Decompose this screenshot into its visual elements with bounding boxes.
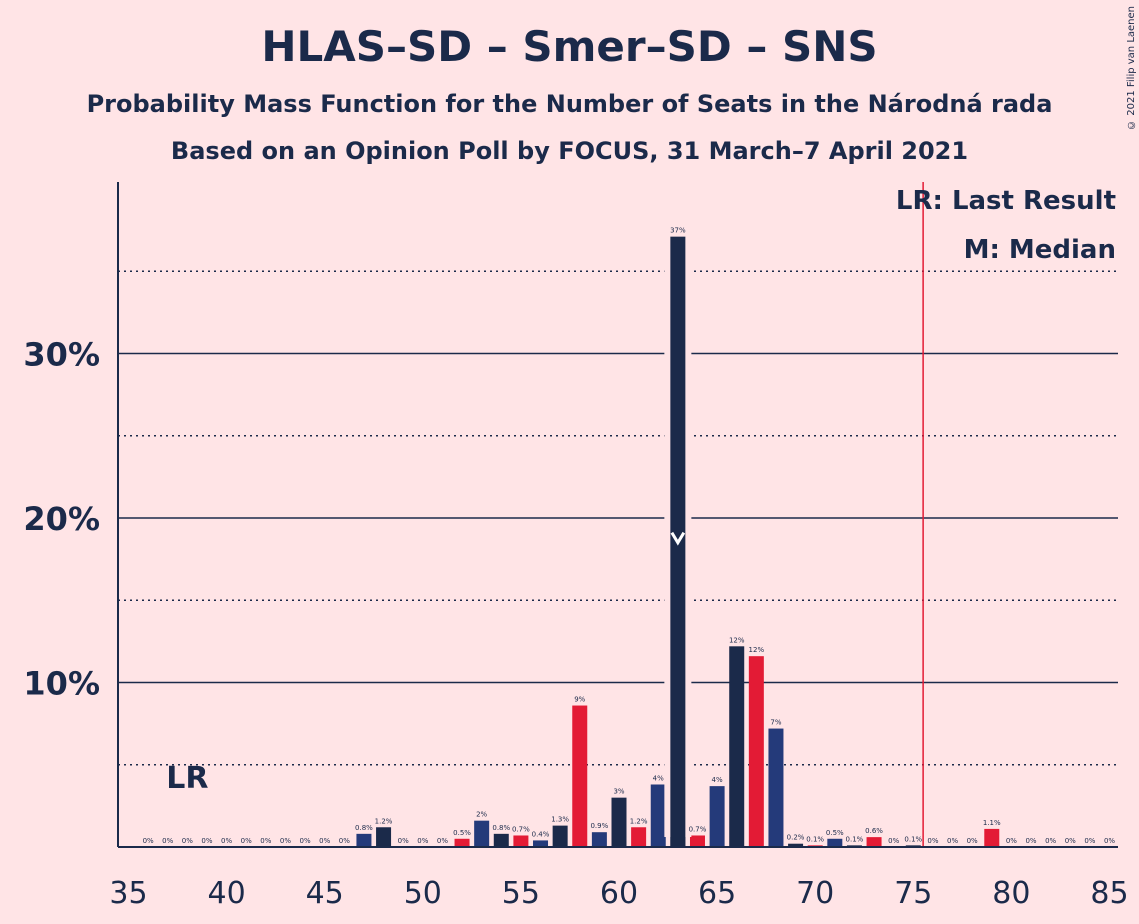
bar-label-46: 0% [339, 837, 350, 845]
x-tick-label: 35 [109, 876, 147, 911]
y-tick-label: 30% [23, 336, 100, 374]
x-tick-label: 85 [1090, 876, 1128, 911]
bar-label-36: 0% [143, 837, 154, 845]
bar-label-78: 0% [967, 837, 978, 845]
bars-group [356, 236, 1000, 847]
bar-label-41: 0% [241, 837, 252, 845]
bar-label-37: 0% [162, 837, 173, 845]
bar-47 [356, 833, 372, 847]
bar-label-63: 37% [670, 227, 686, 235]
x-tick-label: 70 [796, 876, 834, 911]
bar-label-44: 0% [300, 837, 311, 845]
bar-label-39: 0% [201, 837, 212, 845]
bar-label-84: 0% [1084, 837, 1095, 845]
bar-label-82: 0% [1045, 837, 1056, 845]
x-tick-label: 80 [992, 876, 1030, 911]
bar-68 [768, 728, 784, 847]
bar-label-62: 4% [653, 774, 664, 782]
bar-label-53: 2% [476, 811, 487, 819]
bar-57 [552, 825, 568, 847]
bar-60 [611, 797, 627, 847]
bar-58 [572, 705, 588, 847]
bar-69 [788, 843, 804, 847]
bar-48 [376, 827, 392, 847]
bar-label-65: 4% [712, 776, 723, 784]
axes-group [117, 182, 1118, 848]
bar-label-57: 1.3% [551, 816, 569, 824]
bar-label-79: 1.1% [983, 819, 1001, 827]
x-tick-label: 75 [894, 876, 932, 911]
bar-label-52: 0.5% [453, 829, 471, 837]
bar-label-71: 0.5% [826, 829, 844, 837]
bar-label-76: 0% [927, 837, 938, 845]
bar-label-60: 3% [613, 788, 624, 796]
bar-61 [631, 827, 647, 847]
bar-67 [748, 656, 764, 847]
bar-label-64: 0.7% [689, 825, 707, 833]
x-tick-label: 60 [600, 876, 638, 911]
bar-56 [533, 840, 549, 847]
x-tick-label: 65 [698, 876, 736, 911]
y-tick-label: 20% [23, 500, 100, 538]
bar-label-38: 0% [182, 837, 193, 845]
median-marker-icon [670, 531, 686, 546]
bar-label-42: 0% [260, 837, 271, 845]
legend-last-result: LR: Last Result [896, 186, 1116, 216]
bar-label-43: 0% [280, 837, 291, 845]
x-tick-label: 45 [306, 876, 344, 911]
bar-label-55: 0.7% [512, 825, 530, 833]
bar-label-50: 0% [417, 837, 428, 845]
chart-source-subtitle: Based on an Opinion Poll by FOCUS, 31 Ma… [170, 137, 969, 165]
bar-label-51: 0% [437, 837, 448, 845]
bar-label-49: 0% [398, 837, 409, 845]
bar-label-80: 0% [1006, 837, 1017, 845]
bar-label-75: 0.1% [904, 835, 922, 843]
x-tick-label: 55 [502, 876, 540, 911]
bar-label-48: 1.2% [375, 817, 393, 825]
bar-79 [984, 828, 1000, 847]
bar-label-58: 9% [574, 696, 585, 704]
bar-66 [729, 646, 745, 847]
bar-label-77: 0% [947, 837, 958, 845]
bar-54 [493, 833, 509, 847]
bar-label-45: 0% [319, 837, 330, 845]
bar-71 [827, 838, 843, 847]
chart-subtitle: Probability Mass Function for the Number… [86, 90, 1053, 118]
bar-62 [650, 784, 666, 847]
bar-label-67: 12% [749, 646, 765, 654]
bar-label-69: 0.2% [787, 834, 805, 842]
x-tick-label: 50 [404, 876, 442, 911]
bar-label-68: 7% [770, 719, 781, 727]
bar-label-73: 0.6% [865, 827, 883, 835]
bar-label-81: 0% [1025, 837, 1036, 845]
bar-label-83: 0% [1065, 837, 1076, 845]
bar-label-85: 0% [1104, 837, 1115, 845]
bar-52 [454, 838, 470, 847]
bar-label-40: 0% [221, 837, 232, 845]
grid-lines [118, 270, 1118, 766]
bar-53 [474, 820, 490, 847]
bar-label-66: 12% [729, 636, 745, 644]
legend-median: M: Median [964, 235, 1116, 265]
bar-label-59: 0.9% [590, 822, 608, 830]
bar-label-72: 0.1% [846, 835, 864, 843]
y-tick-label: 10% [23, 665, 100, 703]
bar-59 [591, 832, 607, 847]
bar-55 [513, 835, 529, 847]
bar-label-61: 1.2% [630, 817, 648, 825]
chart-title: HLAS–SD – Smer–SD – SNS [261, 22, 878, 71]
bar-label-47: 0.8% [355, 824, 373, 832]
bar-65 [709, 786, 725, 847]
bar-73 [866, 837, 882, 847]
x-tick-label: 40 [208, 876, 246, 911]
bar-label-54: 0.8% [492, 824, 510, 832]
last-result-marker: LR [166, 761, 208, 796]
bar-label-74: 0% [888, 837, 899, 845]
labels-group: 10%20%30%0% 0% 0% 0% 0% 0% 0% 0% 0% 0% 0%0.8%1.2%0… [23, 186, 1128, 911]
bar-label-70: 0.1% [806, 835, 824, 843]
bar-label-56: 0.4% [532, 830, 550, 838]
bar-64 [689, 835, 705, 847]
